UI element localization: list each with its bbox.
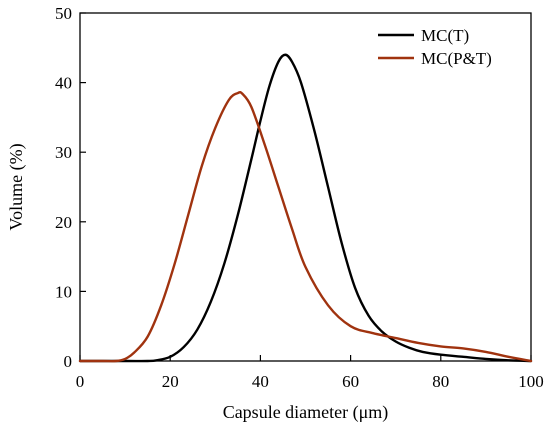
x-tick-label: 60 (342, 372, 359, 391)
x-axis-title: Capsule diameter (μm) (223, 402, 389, 423)
x-tick-label: 40 (252, 372, 269, 391)
series-line-0 (78, 53, 533, 363)
y-tick-label: 30 (55, 143, 72, 162)
y-tick-label: 50 (55, 4, 72, 23)
legend: MC(T) MC(P&T) (378, 26, 492, 68)
y-tick-label: 20 (55, 213, 72, 232)
x-tick-label: 80 (432, 372, 449, 391)
y-tick-label: 40 (55, 74, 72, 93)
legend-label-0: MC(T) (421, 26, 469, 45)
series-layer (78, 53, 533, 363)
x-tick-label: 20 (162, 372, 179, 391)
x-tick-label: 100 (518, 372, 544, 391)
y-tick-label: 0 (64, 352, 73, 371)
series-line-1 (78, 90, 533, 363)
plot-frame (79, 12, 532, 362)
y-tick-label: 10 (55, 282, 72, 301)
x-tick-label: 0 (76, 372, 85, 391)
y-axis-title: Volume (%) (6, 143, 27, 230)
axes: 0 20 40 60 80 100 0 10 20 30 40 50 (55, 4, 544, 391)
legend-label-1: MC(P&T) (421, 49, 492, 68)
